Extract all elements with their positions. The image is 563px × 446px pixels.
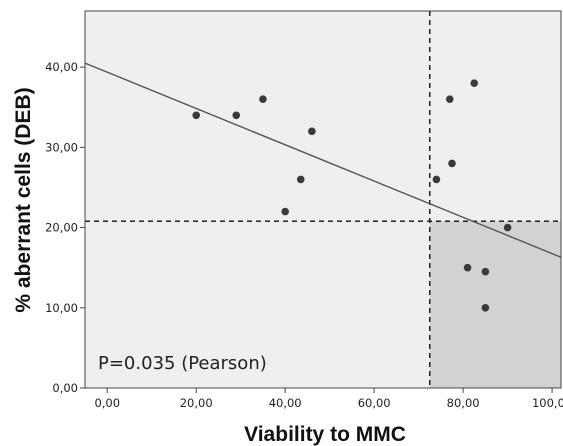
data-point <box>281 207 289 216</box>
data-point <box>481 267 490 276</box>
x-tick-label: 20,00 <box>180 396 213 410</box>
y-tick-label: 0,00 <box>52 381 78 395</box>
y-tick-label: 40,00 <box>45 60 78 74</box>
x-tick-label: 80,00 <box>447 396 480 410</box>
x-axis-title: Viability to MMC <box>244 423 406 446</box>
data-point <box>463 263 472 272</box>
data-point <box>432 175 441 184</box>
plot-frame <box>84 10 562 389</box>
data-point <box>232 111 241 120</box>
data-point <box>308 127 316 136</box>
x-tick-label: 100,00 <box>532 396 563 410</box>
data-point <box>445 95 454 104</box>
y-tick-label: 10,00 <box>45 301 78 315</box>
data-point <box>503 223 512 232</box>
y-tick-label: 20,00 <box>45 221 78 235</box>
x-tick-label: 60,00 <box>358 396 391 410</box>
data-point <box>192 111 201 120</box>
regression-line <box>84 62 562 258</box>
x-tick-label: 0,00 <box>94 396 120 410</box>
data-point <box>296 175 305 184</box>
shaded-quadrant <box>429 221 561 388</box>
x-tick-label: 40,00 <box>269 396 302 410</box>
y-tick-label: 30,00 <box>45 140 78 154</box>
data-point <box>259 95 267 104</box>
data-point <box>470 79 479 87</box>
pearson-annotation: P=0.035 (Pearson) <box>98 353 267 374</box>
data-point <box>481 303 490 312</box>
data-point <box>448 159 456 168</box>
y-axis-title: % aberrant cells (DEB) <box>12 87 35 312</box>
